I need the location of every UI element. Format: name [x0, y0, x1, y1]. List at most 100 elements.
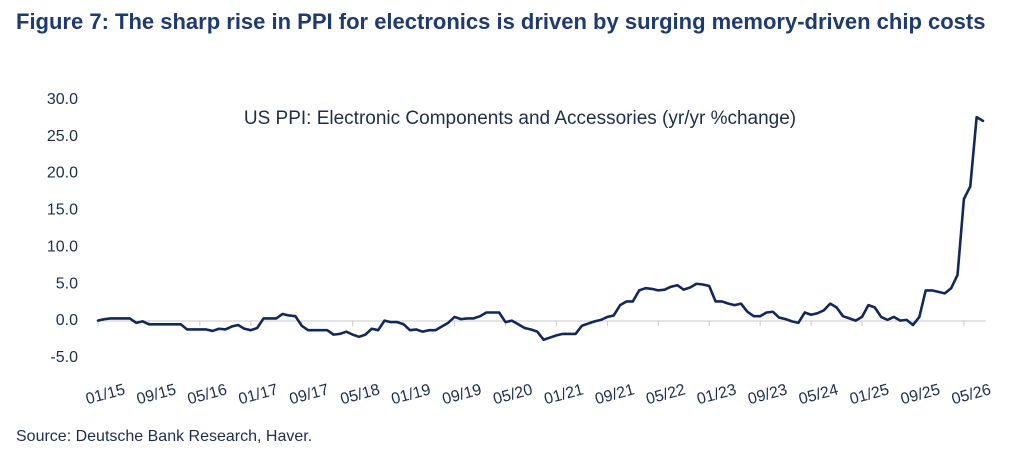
data-point — [874, 306, 876, 308]
data-point — [950, 287, 952, 289]
x-tick-label: 01/15 — [84, 381, 127, 408]
data-point — [804, 311, 806, 313]
data-point — [186, 328, 188, 330]
data-point — [721, 300, 723, 302]
y-tick-label: 30.0 — [47, 91, 78, 108]
data-point — [982, 120, 984, 122]
data-point — [931, 289, 933, 291]
x-tick-label: 01/19 — [390, 381, 433, 408]
series-line-ppi-electronic-components — [96, 115, 985, 342]
data-point — [969, 185, 971, 187]
data-point — [504, 321, 506, 323]
data-point — [784, 318, 786, 320]
data-point — [326, 329, 328, 331]
data-point — [606, 316, 608, 318]
data-point — [619, 304, 621, 306]
figure-title: Figure 7: The sharp rise in PPI for elec… — [16, 9, 986, 34]
data-point — [587, 322, 589, 324]
data-point — [632, 300, 634, 302]
data-point — [727, 302, 729, 304]
data-point — [180, 323, 182, 325]
data-point — [517, 323, 519, 325]
data-point — [663, 288, 665, 290]
x-tick-label: 09/19 — [440, 381, 483, 408]
x-tick-label: 09/23 — [746, 381, 789, 408]
data-point — [625, 300, 627, 302]
data-point — [778, 316, 780, 318]
data-point — [269, 317, 271, 319]
data-point — [835, 306, 837, 308]
data-point — [765, 311, 767, 313]
data-point — [695, 283, 697, 285]
data-point — [218, 328, 220, 330]
data-point — [886, 319, 888, 321]
data-point — [428, 329, 430, 331]
data-point — [243, 328, 245, 330]
data-point — [345, 330, 347, 332]
data-point — [523, 327, 525, 329]
x-tick-label: 05/18 — [339, 381, 382, 408]
data-point — [262, 317, 264, 319]
data-point — [593, 320, 595, 322]
y-tick-label: 10.0 — [47, 238, 78, 255]
data-point — [141, 320, 143, 322]
data-point — [797, 322, 799, 324]
data-point — [409, 329, 411, 331]
data-point — [122, 317, 124, 319]
data-point — [912, 324, 914, 326]
data-point — [854, 319, 856, 321]
x-tick-label: 05/22 — [644, 381, 687, 408]
data-point — [447, 322, 449, 324]
data-point — [613, 314, 615, 316]
data-point — [313, 329, 315, 331]
data-point — [644, 287, 646, 289]
source-note: Source: Deutsche Bank Research, Haver. — [16, 428, 313, 445]
data-point — [110, 317, 112, 319]
data-point — [485, 311, 487, 313]
data-point — [880, 316, 882, 318]
data-point — [702, 283, 704, 285]
x-axis-tick-labels: 01/15 09/15 05/16 01/17 09/17 05/18 01/19 09/19… — [84, 381, 993, 408]
data-point — [746, 311, 748, 313]
data-point — [466, 317, 468, 319]
data-point — [275, 317, 277, 319]
x-tick-label: 05/24 — [797, 381, 840, 408]
x-tick-label: 05/20 — [491, 381, 534, 408]
data-point — [733, 304, 735, 306]
data-point — [434, 329, 436, 331]
data-point — [899, 319, 901, 321]
data-point — [383, 319, 385, 321]
data-point — [294, 315, 296, 317]
data-point — [453, 316, 455, 318]
data-point — [676, 284, 678, 286]
data-point — [829, 302, 831, 304]
data-point — [320, 329, 322, 331]
data-point — [224, 328, 226, 330]
x-tick-label: 01/21 — [542, 381, 585, 408]
x-tick-label: 09/21 — [593, 381, 636, 408]
y-tick-label: 15.0 — [47, 202, 78, 219]
x-tick-label: 05/16 — [186, 381, 229, 408]
x-tick-label: 09/25 — [899, 381, 942, 408]
data-point — [358, 336, 360, 338]
data-point — [173, 323, 175, 325]
data-point — [396, 321, 398, 323]
data-point — [918, 316, 920, 318]
y-tick-label: 20.0 — [47, 165, 78, 182]
data-point — [651, 288, 653, 290]
data-point — [574, 333, 576, 335]
data-point — [281, 313, 283, 315]
data-point — [753, 315, 755, 317]
y-axis-tick-labels: 30.0 25.0 20.0 15.0 10.0 5.0 0.0 -5.0 — [47, 91, 78, 366]
y-tick-label: -5.0 — [50, 349, 78, 366]
data-point — [772, 311, 774, 313]
y-tick-label: 5.0 — [56, 275, 78, 292]
data-point — [339, 333, 341, 335]
data-point — [581, 325, 583, 327]
data-point — [160, 323, 162, 325]
data-point — [472, 317, 474, 319]
data-point — [135, 322, 137, 324]
data-point — [683, 288, 685, 290]
data-point — [250, 329, 252, 331]
data-point — [97, 319, 99, 321]
